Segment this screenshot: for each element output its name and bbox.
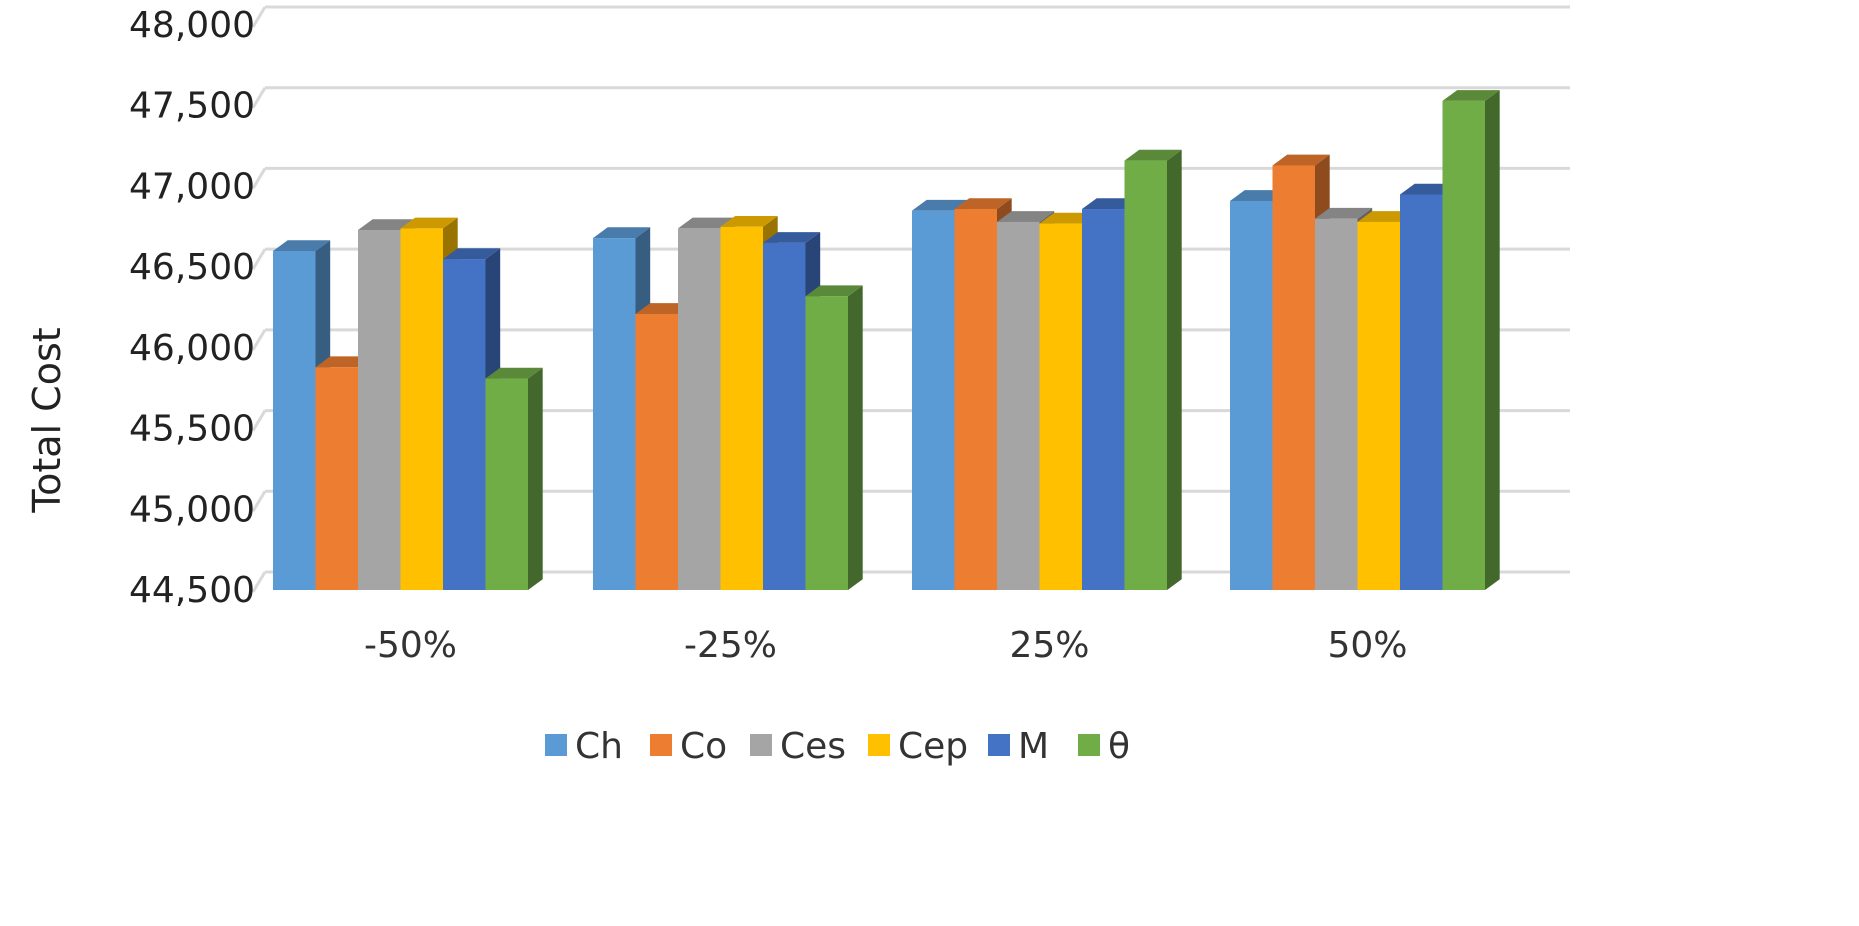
bar — [485, 367, 543, 590]
gridline-side — [251, 329, 267, 351]
legend-label: Co — [680, 726, 727, 767]
x-axis-categories: -50% -25% 25% 50% — [364, 625, 1408, 666]
legend-item: Co — [650, 726, 727, 767]
y-tick-label: 48,000 — [129, 5, 255, 46]
y-tick-label: 44,500 — [129, 570, 255, 611]
y-tick-label: 46,000 — [129, 328, 255, 369]
y-tick-label: 47,500 — [129, 86, 255, 127]
x-category-label: 50% — [1327, 625, 1407, 666]
gridline-side — [251, 86, 267, 109]
bars — [273, 90, 1500, 591]
gridline-side — [251, 409, 267, 432]
legend-item: θ — [1078, 726, 1130, 767]
gridline-side — [251, 571, 267, 593]
legend-label: Ch — [575, 726, 623, 767]
legend-swatch — [750, 734, 772, 756]
bar — [1124, 149, 1182, 591]
gridline-side — [251, 248, 267, 270]
bar — [805, 285, 863, 590]
bar — [1357, 211, 1415, 590]
y-tick-label: 45,000 — [129, 489, 255, 530]
legend-swatch — [868, 734, 890, 756]
legend-item: Ch — [545, 726, 623, 767]
x-category-label: 25% — [1009, 625, 1089, 666]
y-axis-ticks: 44,500 45,000 45,500 46,000 46,500 47,000 47,5… — [129, 5, 255, 611]
legend-swatch — [545, 734, 567, 756]
legend-swatch — [650, 734, 672, 756]
legend-swatch — [1078, 734, 1100, 756]
bar — [763, 232, 821, 590]
legend-label: Cep — [898, 726, 968, 767]
legend-item: M — [988, 726, 1049, 767]
x-category-label: -25% — [684, 625, 777, 666]
legend-swatch — [988, 734, 1010, 756]
legend-item: Ces — [750, 726, 846, 767]
legend-label: θ — [1108, 726, 1130, 767]
y-tick-label: 46,500 — [129, 247, 255, 288]
legend-label: Ces — [780, 726, 846, 767]
gridline-side — [251, 167, 267, 190]
legend-item: Cep — [868, 726, 968, 767]
y-tick-label: 45,500 — [129, 409, 255, 450]
gridline-side — [251, 6, 267, 28]
x-category-label: -50% — [364, 625, 457, 666]
bar — [1442, 90, 1500, 591]
y-tick-label: 47,000 — [129, 166, 255, 207]
y-axis-title: Total Cost — [25, 327, 69, 513]
legend-label: M — [1018, 726, 1049, 767]
gridline-side — [251, 490, 267, 513]
